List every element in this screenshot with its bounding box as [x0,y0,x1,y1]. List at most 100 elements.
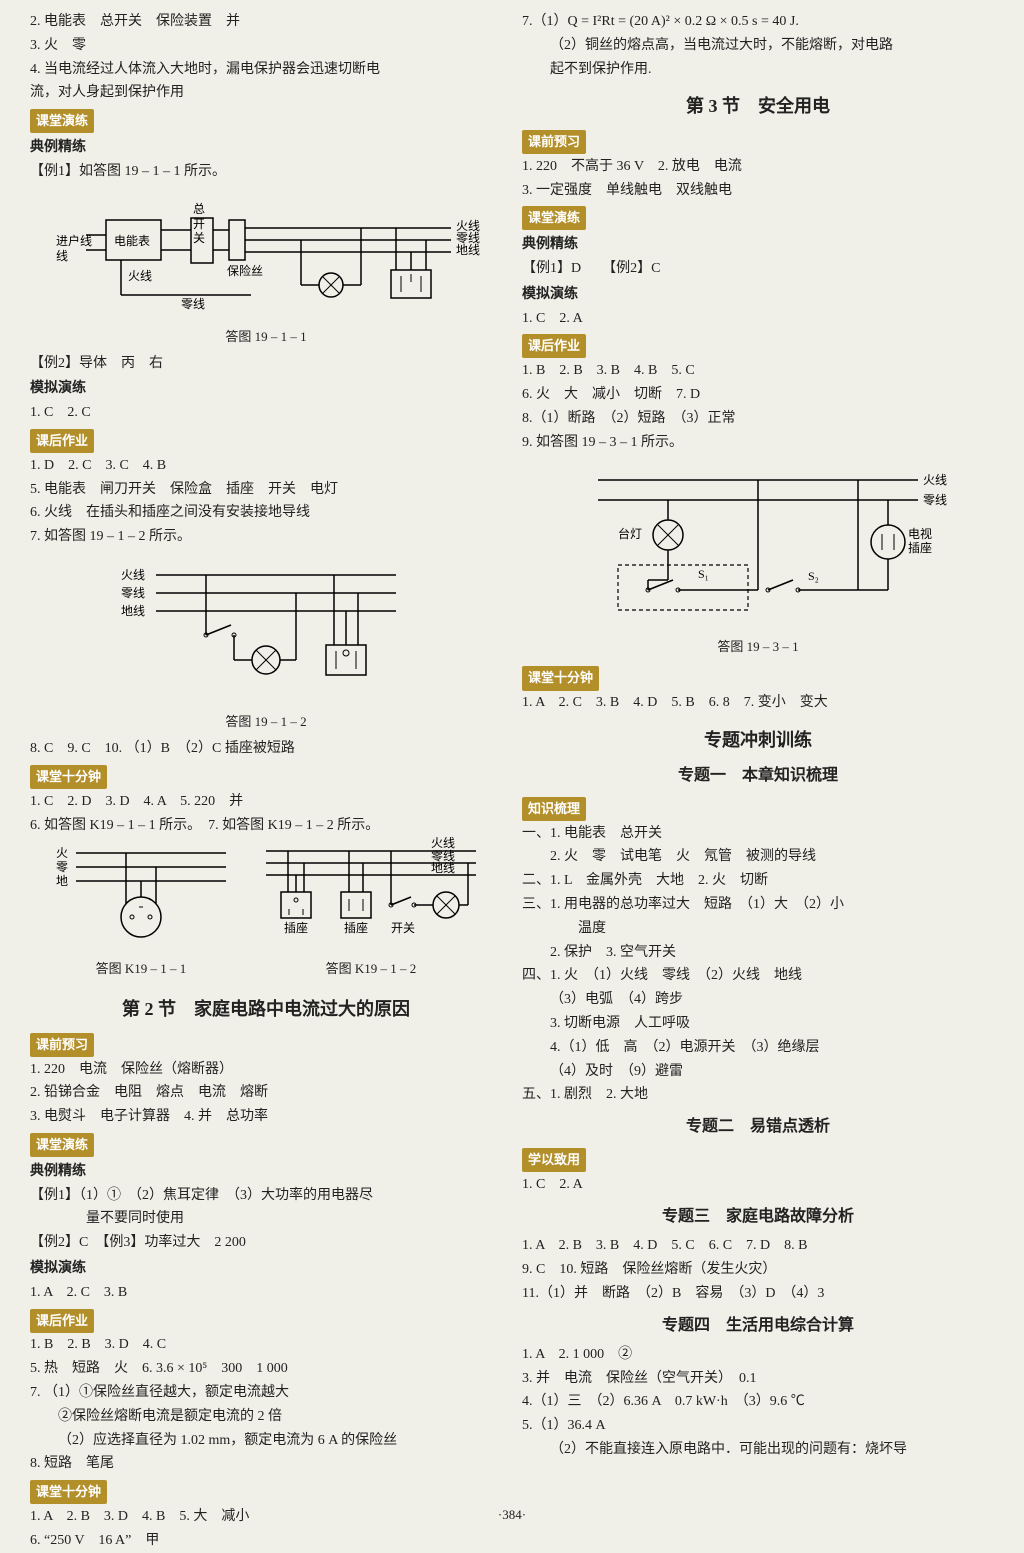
figcap-19-3-1: 答图 19 – 3 – 1 [522,636,994,658]
text-line: 1. C 2. C [30,401,502,425]
text-line: 9. 如答图 19 – 3 – 1 所示。 [522,431,994,455]
zt1-title: 专题一 本章知识梳理 [522,762,994,789]
text-line: 11.（1）并 断路 （2）B 容易 （3）D （4）3 [522,1282,994,1306]
label-dianneng: 电能表 [114,234,150,248]
text-line: 2. 电能表 总开关 保险装置 并 [30,10,502,34]
text-line: 6. 如答图 K19 – 1 – 1 所示。 7. 如答图 K19 – 1 – … [30,814,502,838]
text-line: 1. B 2. B 3. D 4. C [30,1333,502,1357]
text-line: 【例1】D 【例2】C [522,257,994,281]
label-s2: S₂ [808,569,819,583]
k1-di: 地 [56,874,68,888]
text-line: 8. 短路 笔尾 [30,1452,502,1476]
k2-chazuo: 插座 [284,920,308,935]
k1-huo: 火 [56,846,68,860]
tag-ketang: 课堂演练 [30,109,94,133]
example-23: 【例2】C 【例3】功率过大 2 200 [30,1231,502,1255]
tag-xueyi: 学以致用 [522,1148,586,1172]
label-huo2: 火线 [121,568,145,582]
example-1b: 【例1】（1）① （2）焦耳定律 （3）大功率的用电器尽 [30,1184,502,1208]
text-line: （2）不能直接连入原电路中．可能出现的问题有：烧坏导 [550,1438,994,1462]
figcap-19-1-2: 答图 19 – 1 – 2 [30,711,502,733]
figures-k19: 火 零 地 答图 K19 – 1 – 1 [30,837,502,984]
svg-text:插座: 插座 [908,540,932,555]
text-line: 5. 热 短路 火 6. 3.6 × 10⁵ 300 1 000 [30,1357,502,1381]
svg-text:线: 线 [56,249,68,263]
label-lingxian-bottom: 零线 [181,297,205,311]
subhead-moni2: 模拟演练 [30,1257,502,1281]
text-line: 3. 电熨斗 电子计算器 4. 并 总功率 [30,1105,502,1129]
figcap-k19-1-1: 答图 K19 – 1 – 1 [46,958,236,980]
figure-19-1-1: 进户线 线 电能表 火线 总 开 关 保险丝 火线 零线 地线 [51,190,481,320]
text-line: 1. A 2. B 3. B 4. D 5. C 6. C 7. D 8. B [522,1234,994,1258]
text-line: 9. C 10. 短路 保险丝熔断（发生火灾） [522,1258,994,1282]
text-line: 2. 火 零 试电笔 火 氖管 被测的导线 [550,845,994,869]
label-tv: 电视 [908,526,932,541]
label-baoxian: 保险丝 [227,263,263,278]
svg-text:关: 关 [193,231,205,245]
figure-k19-1-2: 火线 零线 地线 插座 插座 [256,837,486,947]
k2-kaiguan: 开关 [391,921,415,935]
text-line: （4）及时 （9）避雷 [550,1060,994,1084]
figure-19-1-2: 火线 零线 地线 [116,555,416,705]
text-line: 6. 火线 在插头和插座之间没有安装接地导线 [30,501,502,525]
text-line: 2. 保护 3. 空气开关 [550,941,994,965]
zt2-title: 专题二 易错点透析 [522,1113,994,1140]
text-line: 7. （1）①保险丝直径越大，额定电流越大 [30,1381,502,1405]
text-line: 7. 如答图 19 – 1 – 2 所示。 [30,525,502,549]
text-line: 1. 220 电流 保险丝（熔断器） [30,1058,502,1082]
text-line: 温度 [578,917,994,941]
k2-chazuo2: 插座 [344,920,368,935]
tag-ketang10c: 课堂十分钟 [522,666,599,690]
text-line: 5.（1）36.4 A [522,1414,994,1438]
text-line: 6. 火 大 减小 切断 7. D [522,383,994,407]
text-line: 3. 火 零 [30,34,502,58]
text-line: 3. 一定强度 单线触电 双线触电 [522,179,994,203]
label-taideng: 台灯 [618,526,642,541]
label-di: 地线 [456,243,480,257]
text-line: 1. B 2. B 3. B 4. B 5. C [522,359,994,383]
tag-keqian2: 课前预习 [30,1033,94,1057]
tag-ketang10b: 课堂十分钟 [30,1480,107,1504]
tag-keqian3: 课前预习 [522,130,586,154]
svg-text:开: 开 [193,217,205,231]
text-line: 2. 铅锑合金 电阻 熔点 电流 熔断 [30,1081,502,1105]
zt-title: 专题冲刺训练 [522,725,994,756]
text-line: 1. 220 不高于 36 V 2. 放电 电流 [522,155,994,179]
tag-kehou3: 课后作业 [522,334,586,358]
k1-ling: 零 [56,860,68,874]
text-line: 二、1. L 金属外壳 大地 2. 火 切断 [522,869,994,893]
tag-kehou2: 课后作业 [30,1309,94,1333]
text-line: 4.（1）三 （2）6.36 A 0.7 kW·h （3）9.6 ℃ [522,1390,994,1414]
text-line: 3. 并 电流 保险丝（空气开关） 0.1 [522,1367,994,1391]
text-line: 1. C 2. D 3. D 4. A 5. 220 并 [30,790,502,814]
text-line: 1. A 2. C 3. B [30,1281,502,1305]
text-line: 流，对人身起到保护作用 [30,81,502,105]
text-line: 1. D 2. C 3. C 4. B [30,454,502,478]
section-2-title: 第 2 节 家庭电路中电流过大的原因 [30,994,502,1025]
tag-kehou: 课后作业 [30,429,94,453]
tag-ketang3: 课堂演练 [522,206,586,230]
right-column: 7.（1）Q = I²Rt = (20 A)² × 0.2 Ω × 0.5 s … [522,10,994,1553]
tag-zhishi: 知识梳理 [522,797,586,821]
k2-di: 地线 [431,861,455,875]
figure-k19-1-1: 火 零 地 [46,837,236,947]
text-line: 1. A 2. 1 000 ② [522,1343,994,1367]
text-line: （2）铜丝的熔点高，当电流过大时，不能熔断，对电路 [550,34,994,58]
text-line: 1. C 2. A [522,1173,994,1197]
text-line: 一、1. 电能表 总开关 [522,822,994,846]
label-zongkai: 总 [193,202,205,216]
label-s1: S₁ [698,567,709,581]
subhead-dianli2: 典例精练 [30,1160,502,1184]
figcap-k19-1-2: 答图 K19 – 1 – 2 [256,958,486,980]
text-line: 4.（1）低 高 （2）电源开关 （3）绝缘层 [550,1036,994,1060]
label-di2: 地线 [121,604,145,618]
text-line: 5. 电能表 闸刀开关 保险盒 插座 开关 电灯 [30,478,502,502]
text-line: 四、1. 火 （1）火线 零线 （2）火线 地线 [522,964,994,988]
subhead-dianli3: 典例精练 [522,233,994,257]
text-line: （3）电弧 （4）跨步 [550,988,994,1012]
subhead-dianli: 典例精练 [30,136,502,160]
label-huoxian-bottom: 火线 [128,269,152,283]
zt4-title: 专题四 生活用电综合计算 [522,1312,994,1339]
subhead-moni3: 模拟演练 [522,283,994,307]
text-line: 五、1. 剧烈 2. 大地 [522,1083,994,1107]
